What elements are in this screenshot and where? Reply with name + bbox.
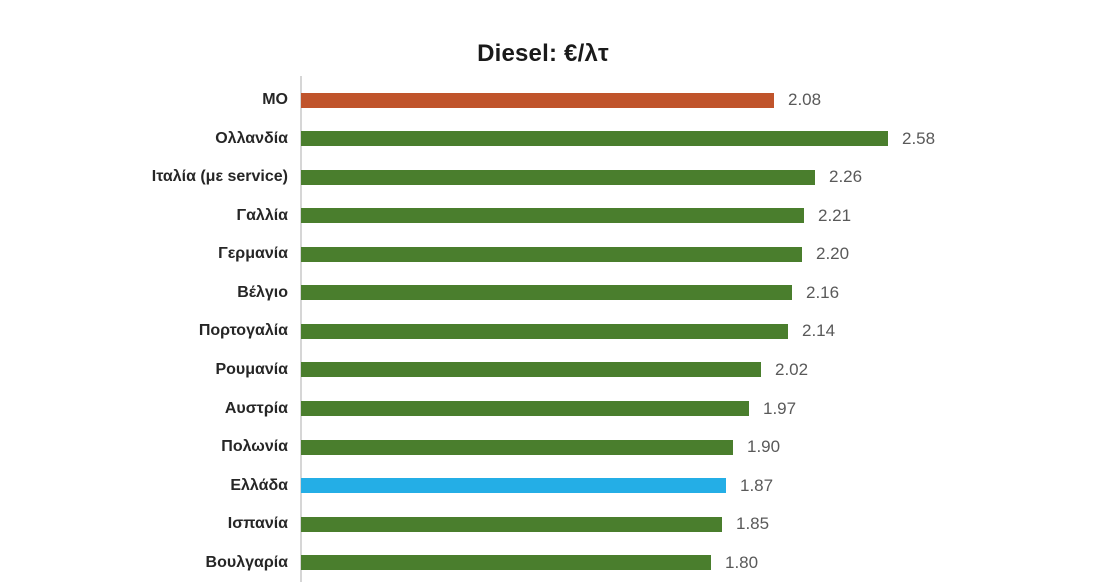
category-label: Γερμανία <box>218 245 288 263</box>
category-label: Ισπανία <box>227 515 288 533</box>
value-label: 2.58 <box>902 128 936 148</box>
bar <box>301 92 774 108</box>
value-label: 2.16 <box>806 282 840 302</box>
category-label: Αυστρία <box>224 399 288 417</box>
bar-row: Ελλάδα 1.87 <box>0 466 1115 505</box>
value-label: 2.21 <box>818 205 852 225</box>
bar-row: Γαλλία 2.21 <box>0 197 1115 236</box>
bar-area: 1.80 <box>301 543 1115 582</box>
bar-row: Γερμανία 2.20 <box>0 235 1115 274</box>
value-label: 1.97 <box>763 398 797 418</box>
bar-row: Βέλγιο 2.16 <box>0 274 1115 313</box>
category-label: Πολωνία <box>221 438 288 456</box>
value-label: 2.14 <box>802 321 836 341</box>
bar-row: Ρουμανία 2.02 <box>0 351 1115 390</box>
category-label: Βουλγαρία <box>205 553 288 571</box>
bar-area: 2.16 <box>301 274 1115 313</box>
value-label: 2.20 <box>816 244 850 264</box>
bar-area: 1.90 <box>301 428 1115 467</box>
bar <box>301 131 888 147</box>
bar <box>301 285 792 301</box>
chart-title: Diesel: €/λτ <box>477 40 609 67</box>
bar <box>301 555 711 571</box>
bar-area: 1.85 <box>301 505 1115 544</box>
value-label: 2.02 <box>775 359 809 379</box>
bar <box>301 208 804 224</box>
value-label: 1.87 <box>740 475 774 495</box>
bar-row: Πολωνία 1.90 <box>0 428 1115 467</box>
bar-area: 2.20 <box>301 235 1115 274</box>
bar-area: 2.58 <box>301 120 1115 159</box>
bar <box>301 516 722 532</box>
value-label: 1.90 <box>747 437 781 457</box>
bar-area: 2.26 <box>301 158 1115 197</box>
category-label: Ρουμανία <box>215 360 288 378</box>
category-label: ΜΟ <box>262 91 288 109</box>
bar-area: 1.87 <box>301 466 1115 505</box>
bar-area: 1.97 <box>301 389 1115 428</box>
bar <box>301 246 802 262</box>
bar-area: 2.14 <box>301 312 1115 351</box>
bar-row: Αυστρία 1.97 <box>0 389 1115 428</box>
bar <box>301 323 788 339</box>
bar-rows: ΜΟ 2.08 Ολλανδία 2.58 Ιταλία (με service) 2.2… <box>0 81 1115 582</box>
bar-row: Ισπανία 1.85 <box>0 505 1115 544</box>
category-label: Πορτογαλία <box>198 322 288 340</box>
bar-area: 2.02 <box>301 351 1115 390</box>
bar-row: Ιταλία (με service) 2.26 <box>0 158 1115 197</box>
category-label: Ιταλία (με service) <box>151 168 288 186</box>
bar-area: 2.08 <box>301 81 1115 120</box>
category-axis-line <box>300 76 302 582</box>
value-label: 1.80 <box>725 552 759 572</box>
category-label: Ελλάδα <box>230 476 288 494</box>
bar <box>301 169 815 185</box>
bar-row: Πορτογαλία 2.14 <box>0 312 1115 351</box>
category-label: Γαλλία <box>236 206 288 224</box>
bar <box>301 362 761 378</box>
value-label: 1.85 <box>736 514 770 534</box>
category-label: Ολλανδία <box>215 129 288 147</box>
bar-row: ΜΟ 2.08 <box>0 81 1115 120</box>
bar <box>301 439 733 455</box>
bar-row: Βουλγαρία 1.80 <box>0 543 1115 582</box>
value-label: 2.26 <box>829 167 863 187</box>
bar <box>301 401 749 417</box>
bar-row: Ολλανδία 2.58 <box>0 120 1115 159</box>
bar <box>301 478 726 494</box>
bar-area: 2.21 <box>301 197 1115 236</box>
value-label: 2.08 <box>788 90 822 110</box>
category-label: Βέλγιο <box>237 283 288 301</box>
